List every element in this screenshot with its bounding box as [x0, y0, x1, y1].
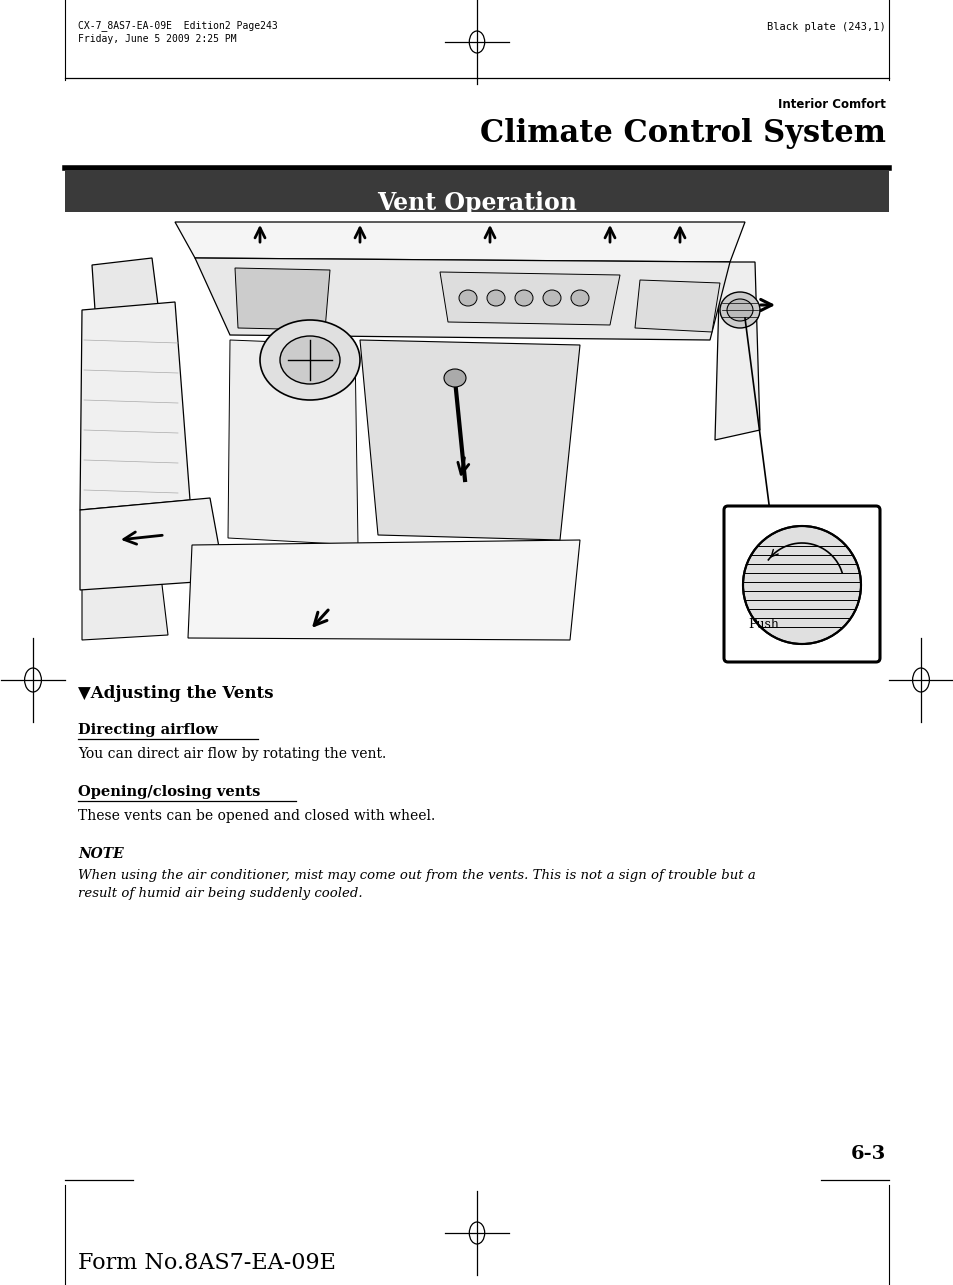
Text: You can direct air flow by rotating the vent.: You can direct air flow by rotating the … [78, 747, 386, 761]
Polygon shape [439, 272, 619, 325]
Text: Black plate (243,1): Black plate (243,1) [766, 22, 885, 32]
Polygon shape [82, 423, 154, 574]
Polygon shape [91, 258, 158, 310]
Polygon shape [194, 258, 729, 341]
Polygon shape [359, 341, 579, 540]
FancyBboxPatch shape [723, 506, 879, 662]
Text: CX-7_8AS7-EA-09E  Edition2 Page243: CX-7_8AS7-EA-09E Edition2 Page243 [78, 21, 277, 31]
Ellipse shape [443, 369, 465, 387]
Text: NOTE: NOTE [78, 847, 124, 861]
Ellipse shape [458, 290, 476, 306]
FancyBboxPatch shape [65, 170, 888, 212]
Polygon shape [82, 568, 168, 640]
Text: 6-3: 6-3 [850, 1145, 885, 1163]
Text: Directing airflow: Directing airflow [78, 723, 217, 738]
Text: Form No.8AS7-EA-09E: Form No.8AS7-EA-09E [78, 1252, 335, 1273]
Text: Interior Comfort: Interior Comfort [778, 98, 885, 111]
Ellipse shape [515, 290, 533, 306]
Text: These vents can be opened and closed with wheel.: These vents can be opened and closed wit… [78, 810, 435, 822]
Ellipse shape [720, 292, 760, 328]
Polygon shape [714, 262, 760, 439]
Polygon shape [80, 499, 225, 590]
Ellipse shape [742, 526, 861, 644]
Polygon shape [635, 280, 720, 332]
Text: ▼Adjusting the Vents: ▼Adjusting the Vents [78, 685, 274, 702]
Polygon shape [188, 540, 579, 640]
Text: Vent Operation: Vent Operation [376, 191, 577, 215]
Polygon shape [228, 341, 357, 545]
Text: When using the air conditioner, mist may come out from the vents. This is not a : When using the air conditioner, mist may… [78, 869, 755, 900]
Text: Climate Control System: Climate Control System [479, 118, 885, 149]
Ellipse shape [280, 335, 339, 384]
Ellipse shape [486, 290, 504, 306]
Ellipse shape [726, 299, 752, 321]
Text: Push: Push [747, 618, 778, 631]
Polygon shape [80, 302, 190, 510]
Polygon shape [85, 386, 140, 428]
Text: Opening/closing vents: Opening/closing vents [78, 785, 260, 799]
Text: Friday, June 5 2009 2:25 PM: Friday, June 5 2009 2:25 PM [78, 33, 236, 44]
Ellipse shape [542, 290, 560, 306]
Polygon shape [174, 222, 744, 262]
Ellipse shape [571, 290, 588, 306]
Ellipse shape [260, 320, 359, 400]
Polygon shape [234, 269, 330, 330]
